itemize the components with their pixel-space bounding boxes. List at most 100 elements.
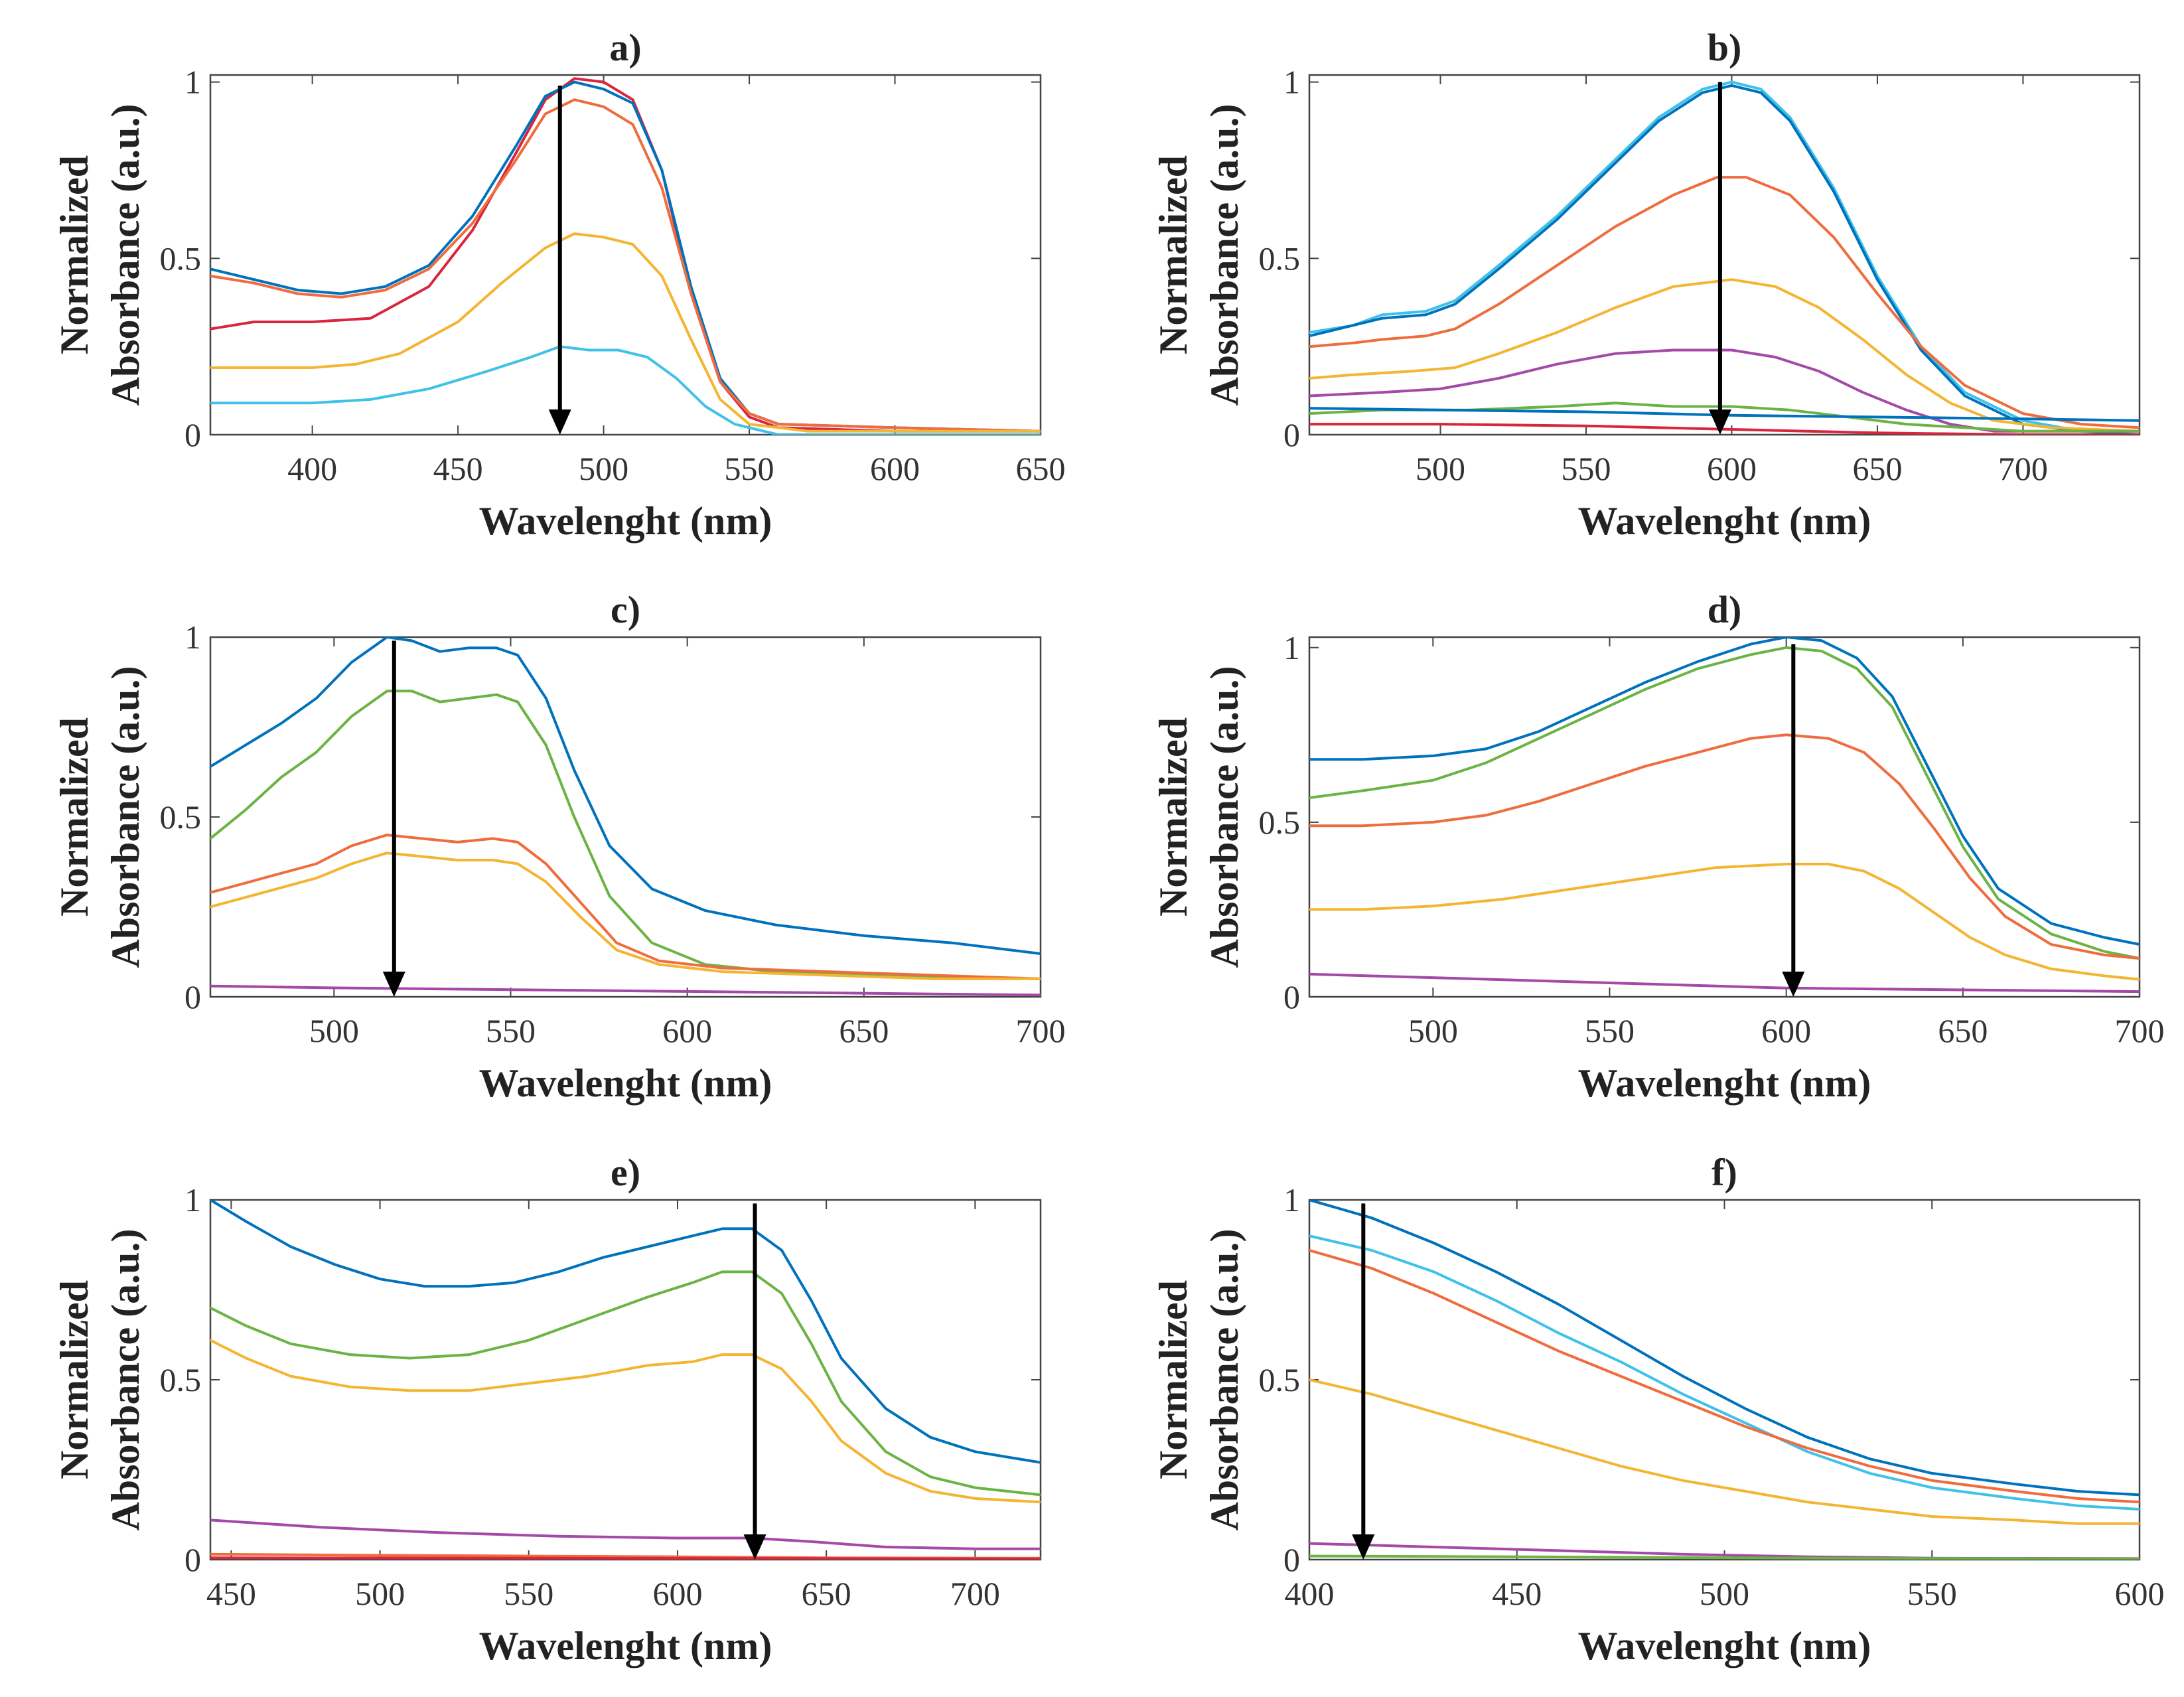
plot-frame	[209, 636, 1042, 998]
x-tick-label: 600	[662, 1012, 712, 1049]
y-tick-label: 0.5	[1259, 804, 1301, 841]
x-tick-label: 700	[1016, 1012, 1066, 1049]
panel-f: 400 450 500 550 600 0 0.5 1 f) Wavelenght (nm) Nor…	[1151, 1151, 2165, 1668]
panel-title: c)	[611, 588, 640, 631]
series-orange-line	[210, 98, 1041, 433]
series-cyan-line	[1309, 80, 2140, 433]
y-tick-label: 0	[184, 978, 201, 1015]
x-tick-label: 650	[802, 1575, 851, 1612]
series-yellow-line	[1309, 1378, 2140, 1525]
x-axis-label: Wavelenght (nm)	[479, 1624, 772, 1668]
panel-a: 400 450 500 550 600 650 0 0.5 1 a) Wavelenght (nm)…	[52, 26, 1066, 543]
series-yellow-line	[210, 851, 1041, 980]
y-tick-label: 0	[184, 416, 201, 453]
y-axis-label-line1: Normalized	[1151, 155, 1195, 354]
series-green-line	[210, 1270, 1041, 1497]
x-tick-label: 700	[950, 1575, 1000, 1612]
series-green-line	[1309, 646, 2140, 960]
trend-arrow-head	[382, 972, 405, 997]
series-purple-line	[210, 1518, 1041, 1550]
series-blue-line	[210, 1200, 1041, 1464]
x-axis-label: Wavelenght (nm)	[1578, 499, 1871, 543]
y-axis-label-line1: Normalized	[52, 155, 96, 354]
panel-c: 500 550 600 650 700 0 0.5 1 c) Wavelenght (nm) Nor…	[52, 588, 1066, 1105]
series-purple-line	[210, 984, 1041, 997]
series-group	[210, 637, 1041, 997]
x-tick-label: 450	[1492, 1575, 1542, 1612]
series-yellow-line	[1309, 863, 2140, 981]
series-red-line	[210, 1556, 1041, 1560]
y-tick-label: 1	[1283, 1181, 1300, 1218]
x-tick-label: 500	[1700, 1575, 1749, 1612]
x-tick-label: 600	[2115, 1575, 2165, 1612]
plot-frame	[1308, 636, 2141, 998]
x-tick-label: 500	[309, 1012, 359, 1049]
panel-b: 500 550 600 650 700 0 0.5 1 b) Wavelenght (nm) Nor…	[1151, 26, 2141, 543]
x-tick-label: 550	[1585, 1012, 1635, 1049]
panel-title: e)	[611, 1151, 640, 1194]
x-tick-label: 450	[433, 450, 483, 487]
y-tick-label: 0.5	[160, 240, 202, 277]
series-group	[1309, 1200, 2140, 1560]
x-tick-label: 650	[839, 1012, 889, 1049]
series-red-line	[1309, 423, 2140, 435]
series-cyan-line	[210, 345, 1041, 435]
series-group	[210, 77, 1041, 435]
y-tick-label: 1	[1283, 64, 1300, 101]
plot-frame	[209, 74, 1042, 436]
series-group	[210, 1200, 1041, 1560]
series-yellow-line	[1309, 278, 2140, 433]
x-tick-label: 550	[486, 1012, 536, 1049]
x-axis-label: Wavelenght (nm)	[479, 1061, 772, 1105]
x-tick-label: 700	[1998, 450, 2048, 487]
panel-title: a)	[609, 26, 641, 69]
y-axis-label-line2: Absorbance (a.u.)	[104, 666, 147, 968]
y-tick-label: 0	[1283, 416, 1300, 453]
series-yellow-line	[210, 232, 1041, 433]
series-blue-flat-line	[1309, 407, 2140, 422]
series-group	[1309, 637, 2140, 994]
panel-title: d)	[1708, 588, 1742, 631]
trend-arrow-head	[1782, 972, 1805, 997]
series-blue-line	[1309, 1200, 2140, 1497]
series-blue-line	[1309, 637, 2140, 946]
series-orange-line	[1309, 1248, 2140, 1504]
y-tick-label: 1	[184, 64, 201, 101]
panel-d: 500 550 600 650 700 0 0.5 1 d) Wavelenght (nm) Nor…	[1151, 588, 2165, 1105]
y-tick-label: 0.5	[160, 1361, 202, 1398]
y-tick-label: 0.5	[1259, 240, 1301, 277]
y-axis-label-line1: Normalized	[52, 1280, 96, 1479]
y-axis-label-line2: Absorbance (a.u.)	[1202, 666, 1246, 968]
trend-arrow-head	[1708, 409, 1731, 435]
x-tick-label: 550	[504, 1575, 553, 1612]
y-tick-label: 0	[1283, 978, 1300, 1015]
x-axis-label: Wavelenght (nm)	[479, 499, 772, 543]
x-tick-label: 400	[287, 450, 337, 487]
x-tick-label: 600	[870, 450, 920, 487]
y-axis-label-line1: Normalized	[1151, 717, 1195, 917]
y-axis-label-line1: Normalized	[52, 717, 96, 917]
x-tick-label: 600	[1761, 1012, 1811, 1049]
plot-frame	[1308, 1199, 2141, 1561]
y-axis-label-line1: Normalized	[1151, 1280, 1195, 1479]
plot-frame	[1308, 74, 2141, 436]
y-axis-label-line2: Absorbance (a.u.)	[104, 1228, 147, 1530]
series-green-line	[210, 690, 1041, 980]
trend-arrow-head	[743, 1534, 766, 1560]
x-tick-label: 600	[652, 1575, 702, 1612]
x-tick-label: 500	[579, 450, 628, 487]
y-tick-label: 1	[184, 619, 201, 656]
series-purple-line	[1309, 348, 2140, 433]
series-cyan-line	[1309, 1234, 2140, 1511]
y-axis-label-line2: Absorbance (a.u.)	[1202, 1228, 1246, 1530]
y-tick-label: 1	[184, 1181, 201, 1218]
plot-frame	[209, 1199, 1042, 1561]
x-tick-label: 700	[2115, 1012, 2165, 1049]
series-yellow-line	[210, 1339, 1041, 1504]
series-red-line	[210, 77, 1041, 433]
series-blue-line	[210, 637, 1041, 955]
x-axis-label: Wavelenght (nm)	[1578, 1061, 1871, 1105]
series-orange-line	[1309, 733, 2140, 960]
y-tick-label: 1	[1283, 629, 1300, 666]
